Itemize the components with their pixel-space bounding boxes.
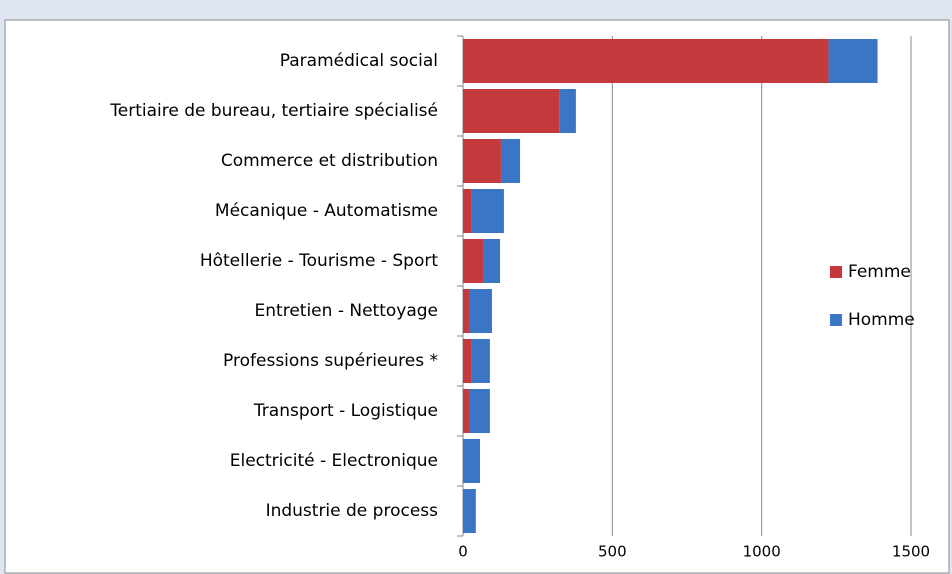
bar xyxy=(468,389,490,433)
bar xyxy=(463,489,476,533)
bar xyxy=(559,89,576,133)
bar xyxy=(463,89,560,133)
bar xyxy=(500,139,521,183)
legend-swatch xyxy=(830,266,842,278)
legend-swatch xyxy=(830,314,842,326)
bar xyxy=(471,339,490,383)
bar xyxy=(463,139,501,183)
bar xyxy=(828,39,878,83)
bar xyxy=(463,439,481,483)
bar xyxy=(483,239,501,283)
y-tick-label: Industrie de process xyxy=(266,501,439,521)
y-tick-label: Entretien - Nettoyage xyxy=(255,301,438,321)
y-tick-label: Tertiaire de bureau, tertiaire spécialis… xyxy=(109,101,438,121)
bar xyxy=(463,39,829,83)
legend-label: Femme xyxy=(848,262,911,282)
bar xyxy=(463,189,472,233)
x-tick-label: 500 xyxy=(598,543,627,561)
x-tick-label: 1500 xyxy=(892,543,930,561)
x-tick-label: 0 xyxy=(458,543,468,561)
y-tick-label: Transport - Logistique xyxy=(253,401,438,421)
bar xyxy=(463,389,469,433)
y-tick-label: Mécanique - Automatisme xyxy=(215,201,438,221)
y-tick-label: Paramédical social xyxy=(280,51,438,71)
bar xyxy=(463,239,484,283)
bar xyxy=(463,289,469,333)
y-tick-label: Electricité - Electronique xyxy=(230,451,438,471)
y-tick-label: Commerce et distribution xyxy=(221,151,438,171)
y-tick-label: Hôtellerie - Tourisme - Sport xyxy=(200,251,439,271)
x-tick-label: 1000 xyxy=(743,543,781,561)
y-tick-label: Professions supérieures * xyxy=(223,351,438,371)
bar xyxy=(468,289,492,333)
bar xyxy=(471,189,504,233)
legend-label: Homme xyxy=(848,310,915,330)
bar xyxy=(463,339,472,383)
